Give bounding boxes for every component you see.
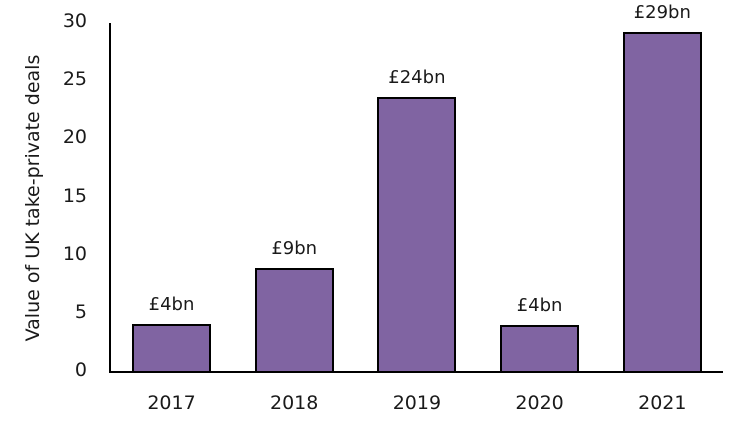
y-tick-label: 5 xyxy=(74,300,87,323)
data-label-2020: £4bn xyxy=(516,295,563,317)
bar-2020 xyxy=(500,325,580,373)
bar-2021 xyxy=(622,32,702,373)
x-tick-label: 2017 xyxy=(147,392,196,414)
y-axis-line xyxy=(109,23,111,373)
y-tick-label: 30 xyxy=(62,10,87,32)
bar-2017 xyxy=(132,324,211,373)
x-tick-label: 2021 xyxy=(638,392,687,414)
y-tick-label: 25 xyxy=(62,68,87,91)
y-tick-label: 10 xyxy=(62,242,87,265)
data-label-2019: £24bn xyxy=(388,67,446,89)
data-label-2021: £29bn xyxy=(633,2,691,24)
x-tick-label: 2020 xyxy=(515,392,564,414)
y-tick-label: 20 xyxy=(62,126,87,149)
y-tick-label: 0 xyxy=(74,359,87,381)
data-label-2017: £4bn xyxy=(148,294,195,316)
bar-2019 xyxy=(377,97,457,373)
x-tick-label: 2019 xyxy=(392,392,442,414)
x-tick-label: 2018 xyxy=(270,392,319,414)
y-axis-label: Value of UK take-private deals xyxy=(22,54,44,342)
bar-2018 xyxy=(254,268,334,373)
y-tick-label: 15 xyxy=(62,184,87,207)
data-label-2018: £9bn xyxy=(271,238,318,260)
